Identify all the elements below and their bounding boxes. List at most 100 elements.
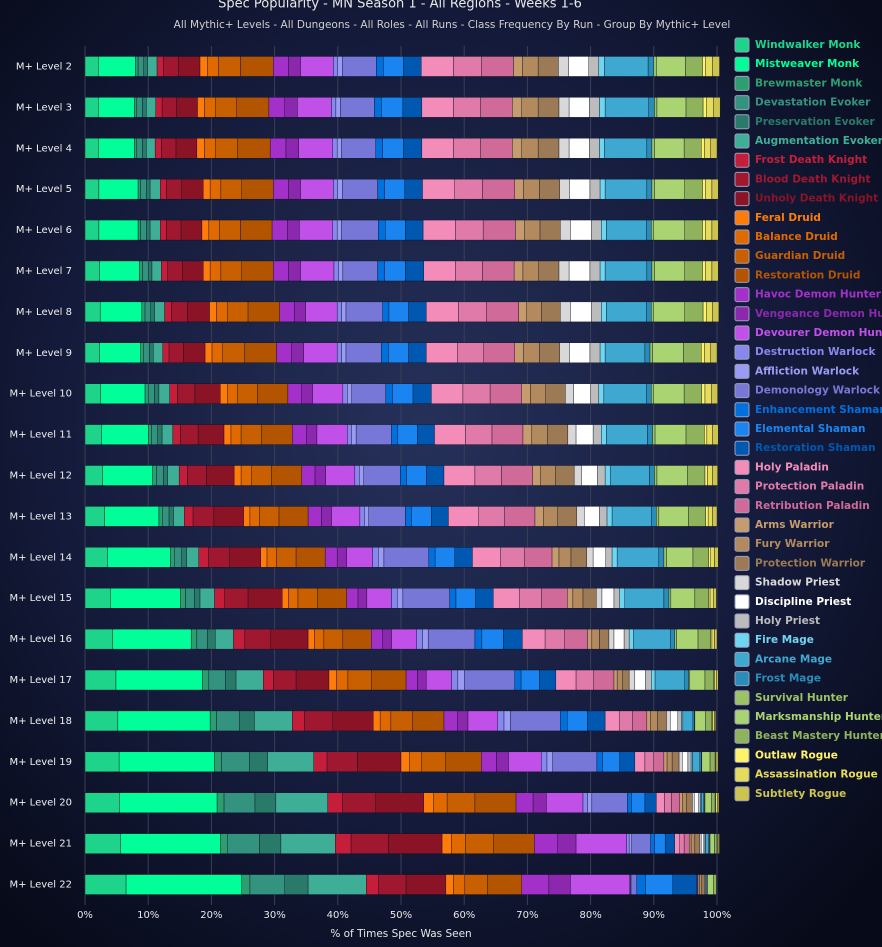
bar-segment bbox=[151, 260, 162, 282]
bar-segment bbox=[142, 97, 147, 118]
bar-segment bbox=[110, 588, 181, 609]
bar-segment bbox=[147, 424, 152, 445]
bar-segment bbox=[599, 342, 606, 363]
bar-segment bbox=[684, 260, 703, 282]
bar-segment bbox=[391, 424, 399, 445]
bar-segment bbox=[613, 588, 620, 609]
bar-segment bbox=[209, 301, 217, 323]
bar-segment bbox=[400, 465, 407, 486]
y-tick-label: M+ Level 19 bbox=[10, 757, 73, 768]
bar-segment bbox=[385, 219, 406, 241]
bar-segment bbox=[107, 547, 171, 568]
bar-segment bbox=[321, 506, 332, 527]
bar-segment bbox=[454, 178, 483, 200]
bar-segment bbox=[443, 465, 476, 486]
bar-segment bbox=[601, 219, 607, 241]
bar-segment bbox=[663, 547, 667, 568]
bar-segment bbox=[301, 465, 316, 486]
bar-segment bbox=[156, 56, 164, 77]
bar-segment bbox=[226, 833, 260, 854]
bar-segment bbox=[155, 97, 163, 118]
bar-segment bbox=[684, 301, 704, 323]
bar-segment bbox=[650, 710, 658, 732]
bar-segment bbox=[472, 547, 501, 568]
x-tick-label: 10% bbox=[137, 910, 159, 921]
bar-segment bbox=[601, 424, 607, 445]
bar-segment bbox=[692, 751, 701, 773]
bar-segment bbox=[341, 301, 347, 323]
bar-segment bbox=[426, 342, 458, 363]
legend-icon bbox=[734, 459, 750, 475]
bar-segment bbox=[371, 669, 407, 691]
bar-segment bbox=[651, 669, 656, 691]
bar-segment bbox=[694, 833, 701, 854]
x-tick-label: 90% bbox=[643, 910, 665, 921]
bar-segment bbox=[532, 792, 547, 813]
bar-segment bbox=[84, 506, 105, 527]
bar-segment bbox=[333, 178, 339, 200]
bar-segment bbox=[698, 792, 701, 813]
bar-segment bbox=[273, 178, 289, 200]
bar-segment bbox=[220, 260, 242, 282]
bar-segment bbox=[465, 424, 493, 445]
bar-segment bbox=[702, 56, 706, 77]
bar-segment bbox=[599, 260, 606, 282]
bar-segment bbox=[141, 301, 146, 323]
bar-segment bbox=[645, 669, 652, 691]
bar-segment bbox=[287, 383, 302, 404]
bar-segment bbox=[705, 710, 713, 732]
bar-segment bbox=[664, 833, 675, 854]
bar-segment bbox=[273, 260, 289, 282]
bar-segment bbox=[656, 792, 665, 813]
bar-segment bbox=[704, 792, 712, 813]
bar-segment bbox=[403, 56, 422, 77]
bar-segment bbox=[453, 97, 481, 118]
bar-segment bbox=[381, 97, 404, 118]
bar-segment bbox=[84, 424, 102, 445]
bar-segment bbox=[570, 219, 592, 241]
bar-segment bbox=[98, 178, 139, 200]
bar-segment bbox=[291, 342, 304, 363]
bar-segment bbox=[455, 588, 476, 609]
legend-label: Restoration Shaman bbox=[755, 442, 876, 454]
bar-segment bbox=[652, 342, 684, 363]
bar-segment bbox=[537, 138, 560, 159]
bar-segment bbox=[591, 301, 602, 323]
y-tick-label: M+ Level 15 bbox=[10, 593, 73, 604]
bar-segment bbox=[596, 751, 603, 773]
bar-segment bbox=[453, 56, 482, 77]
legend: Windwalker Monk Mistweaver Monk Brewmaster… bbox=[734, 37, 882, 802]
bar-segment bbox=[169, 383, 178, 404]
bar-segment bbox=[663, 751, 668, 773]
bar-segment bbox=[288, 178, 301, 200]
bar-segment bbox=[431, 383, 464, 404]
bar-segment bbox=[214, 628, 234, 650]
bar-segment bbox=[147, 383, 155, 404]
legend-icon bbox=[734, 421, 750, 437]
legend-label: Vengeance Demon Hunter bbox=[755, 308, 882, 320]
bar-segment bbox=[397, 588, 404, 609]
bar-segment bbox=[223, 792, 256, 813]
bar-segment bbox=[408, 342, 427, 363]
legend-icon bbox=[734, 671, 750, 687]
legend-label: Balance Druid bbox=[755, 231, 838, 243]
bar-segment bbox=[689, 669, 706, 691]
bar-segment bbox=[714, 710, 716, 732]
bar-segment bbox=[249, 506, 260, 527]
bar-segment bbox=[613, 628, 625, 650]
bar-segment bbox=[405, 219, 424, 241]
bar-segment bbox=[84, 792, 120, 813]
bar-segment bbox=[537, 56, 559, 77]
bar-segment bbox=[534, 833, 558, 854]
bar-segment bbox=[146, 178, 151, 200]
bar-segment bbox=[341, 342, 347, 363]
bar-segment bbox=[522, 56, 539, 77]
bar-segment bbox=[241, 260, 274, 282]
bar-segment bbox=[521, 874, 550, 895]
bar-segment bbox=[194, 383, 221, 404]
bar-segment bbox=[187, 301, 210, 323]
bar-segment bbox=[284, 874, 309, 895]
bar-segment bbox=[604, 465, 611, 486]
legend-icon bbox=[734, 747, 750, 763]
bar-segment bbox=[342, 178, 378, 200]
